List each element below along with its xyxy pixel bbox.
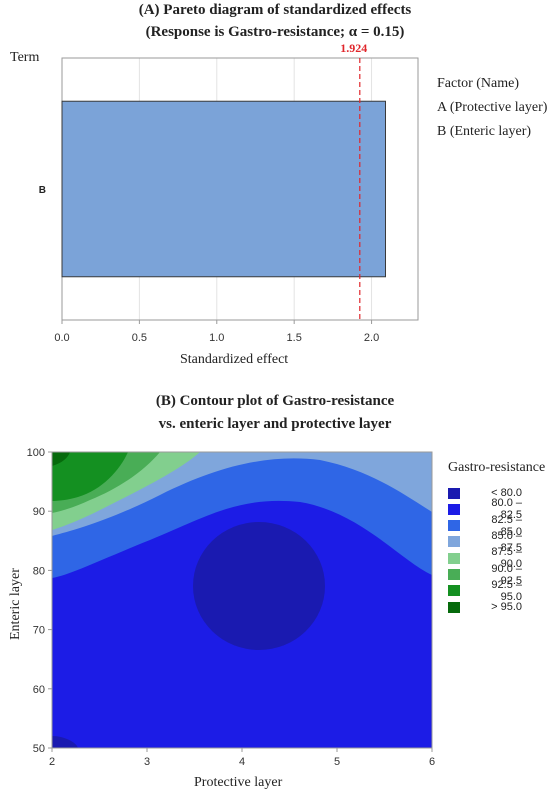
contour-legend-item: 92.5 – 95.0 bbox=[448, 579, 522, 603]
contour-legend-swatch bbox=[448, 552, 460, 564]
contour-legend-label: 85.0 – 87.5 bbox=[491, 529, 522, 554]
pareto-x-label: Standardized effect bbox=[180, 352, 289, 367]
contour-regions bbox=[52, 452, 432, 748]
contour-legend-swatch bbox=[448, 569, 460, 580]
pareto-x-tick-label: 1.0 bbox=[209, 332, 224, 344]
contour-legend-title: Gastro-resistance bbox=[448, 460, 546, 475]
contour-x-label: Protective layer bbox=[194, 775, 283, 790]
contour-x-tick-label: 4 bbox=[239, 756, 245, 768]
pareto-legend-item-b: B (Enteric layer) bbox=[437, 124, 532, 139]
contour-legend-swatch bbox=[448, 487, 460, 499]
pareto-chart: 1.924 B 0.0 0.5 1.0 1.5 2.0 bbox=[39, 41, 419, 344]
contour-legend-item: 87.5 – 90.0 bbox=[448, 546, 522, 570]
contour-legend-item: 85.0 – 87.5 bbox=[448, 530, 522, 554]
contour-legend-item: 90.0 – 92.5 bbox=[448, 563, 522, 587]
pareto-y-label: Term bbox=[10, 50, 40, 65]
pareto-x-tick-label: 2.0 bbox=[364, 332, 379, 344]
contour-legend-item: 80.0 – 82.5 bbox=[448, 497, 522, 521]
contour-legend-label: 82.5 – 85.0 bbox=[491, 513, 522, 538]
pareto-legend-item-a: A (Protective layer) bbox=[437, 100, 548, 115]
region-over-95 bbox=[52, 452, 70, 466]
contour-title: (B) Contour plot of Gastro-resistance bbox=[155, 393, 395, 409]
contour-y-tick-label: 50 bbox=[33, 743, 45, 755]
contour-legend-swatch bbox=[448, 536, 460, 548]
contour-legend-swatch bbox=[448, 601, 460, 613]
contour-y-tick-label: 90 bbox=[33, 506, 45, 518]
contour-x-tick-label: 6 bbox=[429, 756, 435, 768]
contour-subtitle: vs. enteric layer and protective layer bbox=[158, 416, 392, 432]
contour-y-tick-label: 100 bbox=[27, 447, 45, 459]
pareto-reference-label: 1.924 bbox=[340, 41, 367, 55]
pareto-subtitle: (Response is Gastro-resistance; α = 0.15… bbox=[145, 24, 405, 40]
contour-legend-label: 87.5 – 90.0 bbox=[491, 546, 522, 571]
pareto-legend-title: Factor (Name) bbox=[437, 76, 520, 91]
pareto-bar bbox=[61, 100, 386, 278]
contour-y-tick-label: 80 bbox=[33, 565, 45, 577]
contour-x-tick-label: 5 bbox=[334, 756, 340, 768]
pareto-title: (A) Pareto diagram of standardized effec… bbox=[138, 2, 412, 18]
contour-legend-label: 90.0 – 92.5 bbox=[491, 562, 522, 587]
contour-legend-item: 82.5 – 85.0 bbox=[448, 514, 522, 538]
pareto-x-tick-label: 0.0 bbox=[54, 332, 69, 344]
pareto-category-label: B bbox=[39, 185, 46, 196]
region-92-5-95 bbox=[52, 452, 128, 501]
contour-legend-item: < 80.0 bbox=[448, 487, 522, 499]
contour-legend-label: > 95.0 bbox=[491, 601, 522, 614]
contour-legend-swatch bbox=[448, 585, 460, 597]
contour-legend-label: < 80.0 bbox=[491, 487, 522, 499]
pareto-x-tick-label: 1.5 bbox=[287, 332, 302, 344]
contour-legend-swatch bbox=[448, 520, 460, 532]
contour-y-tick-label: 70 bbox=[33, 625, 45, 637]
contour-legend-swatch bbox=[448, 503, 460, 515]
contour-legend-label: 92.5 – 95.0 bbox=[491, 578, 522, 603]
pareto-x-tick-label: 0.5 bbox=[132, 332, 147, 344]
region-under-80-corner bbox=[52, 736, 78, 748]
contour-y-tick-label: 60 bbox=[33, 684, 45, 696]
contour-x-tick-label: 2 bbox=[49, 756, 55, 768]
contour-legend-item: > 95.0 bbox=[448, 601, 522, 613]
region-under-80-center bbox=[193, 522, 325, 650]
contour-x-tick-label: 3 bbox=[144, 756, 150, 768]
contour-y-label: Enteric layer bbox=[8, 568, 23, 640]
contour-legend-label: 80.0 – 82.5 bbox=[491, 497, 522, 522]
